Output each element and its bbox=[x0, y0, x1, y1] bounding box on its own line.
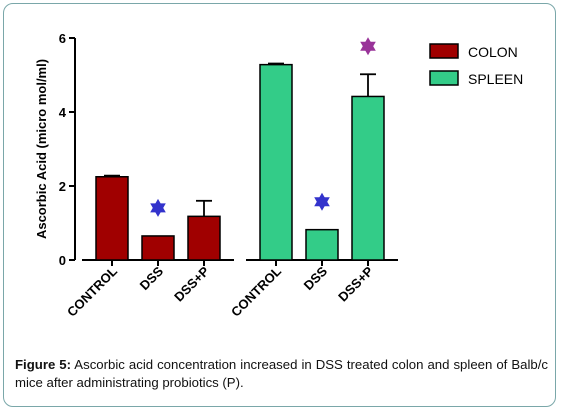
figure-caption: Figure 5: Ascorbic acid concentration in… bbox=[15, 356, 548, 392]
bar-spleen-dss+p bbox=[351, 95, 385, 261]
bar-colon-dss bbox=[141, 235, 175, 261]
bar-spleen-dss bbox=[305, 228, 339, 261]
caption-label: Figure 5: bbox=[15, 357, 72, 372]
legend-label-colon: COLON bbox=[468, 44, 518, 60]
bar-colon-dss+p bbox=[187, 215, 221, 261]
x-tick-label: DSS bbox=[137, 263, 167, 293]
legend-swatch-colon bbox=[429, 43, 459, 59]
bar-colon-control bbox=[95, 176, 129, 261]
legend-label-spleen: SPLEEN bbox=[468, 71, 523, 87]
x-tick-label: CONTROL bbox=[64, 263, 120, 319]
legend-swatch-spleen bbox=[429, 70, 459, 86]
y-tick-label: 6 bbox=[59, 31, 66, 46]
x-tick-label: DSS+P bbox=[171, 263, 212, 304]
significance-star bbox=[150, 203, 166, 217]
significance-star bbox=[314, 197, 330, 211]
x-tick-label: CONTROL bbox=[228, 263, 284, 319]
y-tick-label: 4 bbox=[59, 105, 67, 120]
y-tick-label: 2 bbox=[59, 179, 66, 194]
bar-spleen-control bbox=[259, 63, 293, 261]
y-axis-label: Ascorbic Acid (micro mol/ml) bbox=[34, 59, 49, 239]
caption-text: Ascorbic acid concentration increased in… bbox=[15, 357, 548, 390]
y-tick-label: 0 bbox=[59, 253, 66, 268]
bar-chart: 0 2 4 6 Ascorbic Acid (micro mol/ml) CONTROL D… bbox=[34, 31, 523, 320]
significance-star bbox=[360, 41, 376, 56]
x-tick-label: DSS bbox=[301, 263, 331, 293]
x-tick-label: DSS+P bbox=[335, 263, 376, 304]
